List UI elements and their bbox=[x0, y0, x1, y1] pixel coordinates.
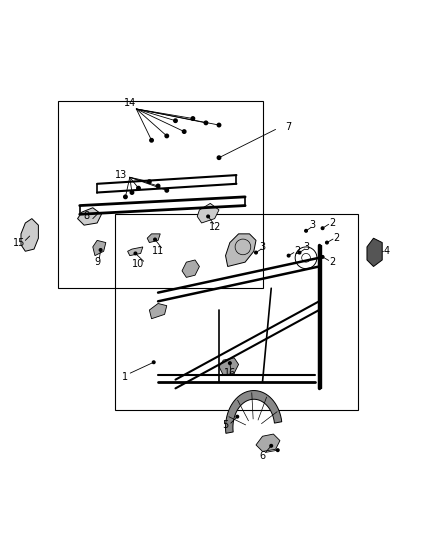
Circle shape bbox=[305, 230, 307, 232]
Circle shape bbox=[287, 254, 290, 257]
Polygon shape bbox=[219, 358, 239, 375]
Text: 2: 2 bbox=[294, 246, 300, 256]
Circle shape bbox=[321, 227, 324, 230]
Circle shape bbox=[298, 251, 301, 254]
Circle shape bbox=[150, 139, 153, 142]
Text: 2: 2 bbox=[329, 257, 335, 267]
Circle shape bbox=[124, 195, 127, 199]
Circle shape bbox=[174, 119, 177, 123]
Polygon shape bbox=[78, 208, 102, 225]
Circle shape bbox=[156, 184, 160, 188]
Polygon shape bbox=[226, 391, 282, 433]
Text: 3: 3 bbox=[259, 242, 265, 252]
Circle shape bbox=[204, 121, 208, 125]
Circle shape bbox=[130, 191, 134, 194]
Polygon shape bbox=[93, 240, 106, 256]
Text: 11: 11 bbox=[152, 246, 164, 256]
Circle shape bbox=[229, 362, 231, 365]
Circle shape bbox=[137, 187, 140, 190]
Text: 5: 5 bbox=[223, 421, 229, 430]
Circle shape bbox=[236, 415, 239, 418]
Circle shape bbox=[134, 252, 137, 255]
Circle shape bbox=[183, 130, 186, 133]
Polygon shape bbox=[182, 260, 199, 277]
Circle shape bbox=[321, 256, 324, 258]
Circle shape bbox=[217, 156, 221, 159]
Text: 8: 8 bbox=[83, 212, 89, 221]
Circle shape bbox=[191, 117, 194, 120]
Polygon shape bbox=[226, 234, 256, 266]
Polygon shape bbox=[197, 204, 219, 223]
Circle shape bbox=[325, 241, 328, 244]
Circle shape bbox=[207, 215, 209, 218]
Polygon shape bbox=[256, 434, 280, 451]
Text: 2: 2 bbox=[329, 218, 335, 228]
Text: 4: 4 bbox=[384, 246, 390, 256]
Text: 3: 3 bbox=[303, 242, 309, 252]
Polygon shape bbox=[367, 238, 382, 266]
Polygon shape bbox=[147, 234, 160, 243]
Polygon shape bbox=[149, 303, 167, 319]
Text: 3: 3 bbox=[310, 220, 316, 230]
Text: 9: 9 bbox=[94, 257, 100, 267]
Circle shape bbox=[165, 189, 169, 192]
Text: 12: 12 bbox=[208, 222, 221, 232]
Polygon shape bbox=[21, 219, 39, 251]
Circle shape bbox=[270, 445, 272, 447]
Text: 14: 14 bbox=[124, 98, 136, 108]
Text: 16: 16 bbox=[224, 368, 236, 378]
Circle shape bbox=[165, 134, 169, 138]
Circle shape bbox=[148, 180, 151, 183]
Circle shape bbox=[99, 249, 102, 251]
Circle shape bbox=[276, 449, 279, 451]
Text: 7: 7 bbox=[286, 122, 292, 132]
Text: 1: 1 bbox=[122, 373, 128, 383]
Circle shape bbox=[154, 238, 156, 241]
Text: 10: 10 bbox=[132, 260, 145, 269]
Text: 6: 6 bbox=[259, 451, 265, 461]
Text: 15: 15 bbox=[13, 238, 25, 247]
Circle shape bbox=[254, 251, 257, 254]
Text: 13: 13 bbox=[115, 170, 127, 180]
Circle shape bbox=[217, 123, 221, 127]
Circle shape bbox=[152, 361, 155, 364]
Polygon shape bbox=[127, 247, 143, 256]
Text: 2: 2 bbox=[333, 233, 339, 243]
